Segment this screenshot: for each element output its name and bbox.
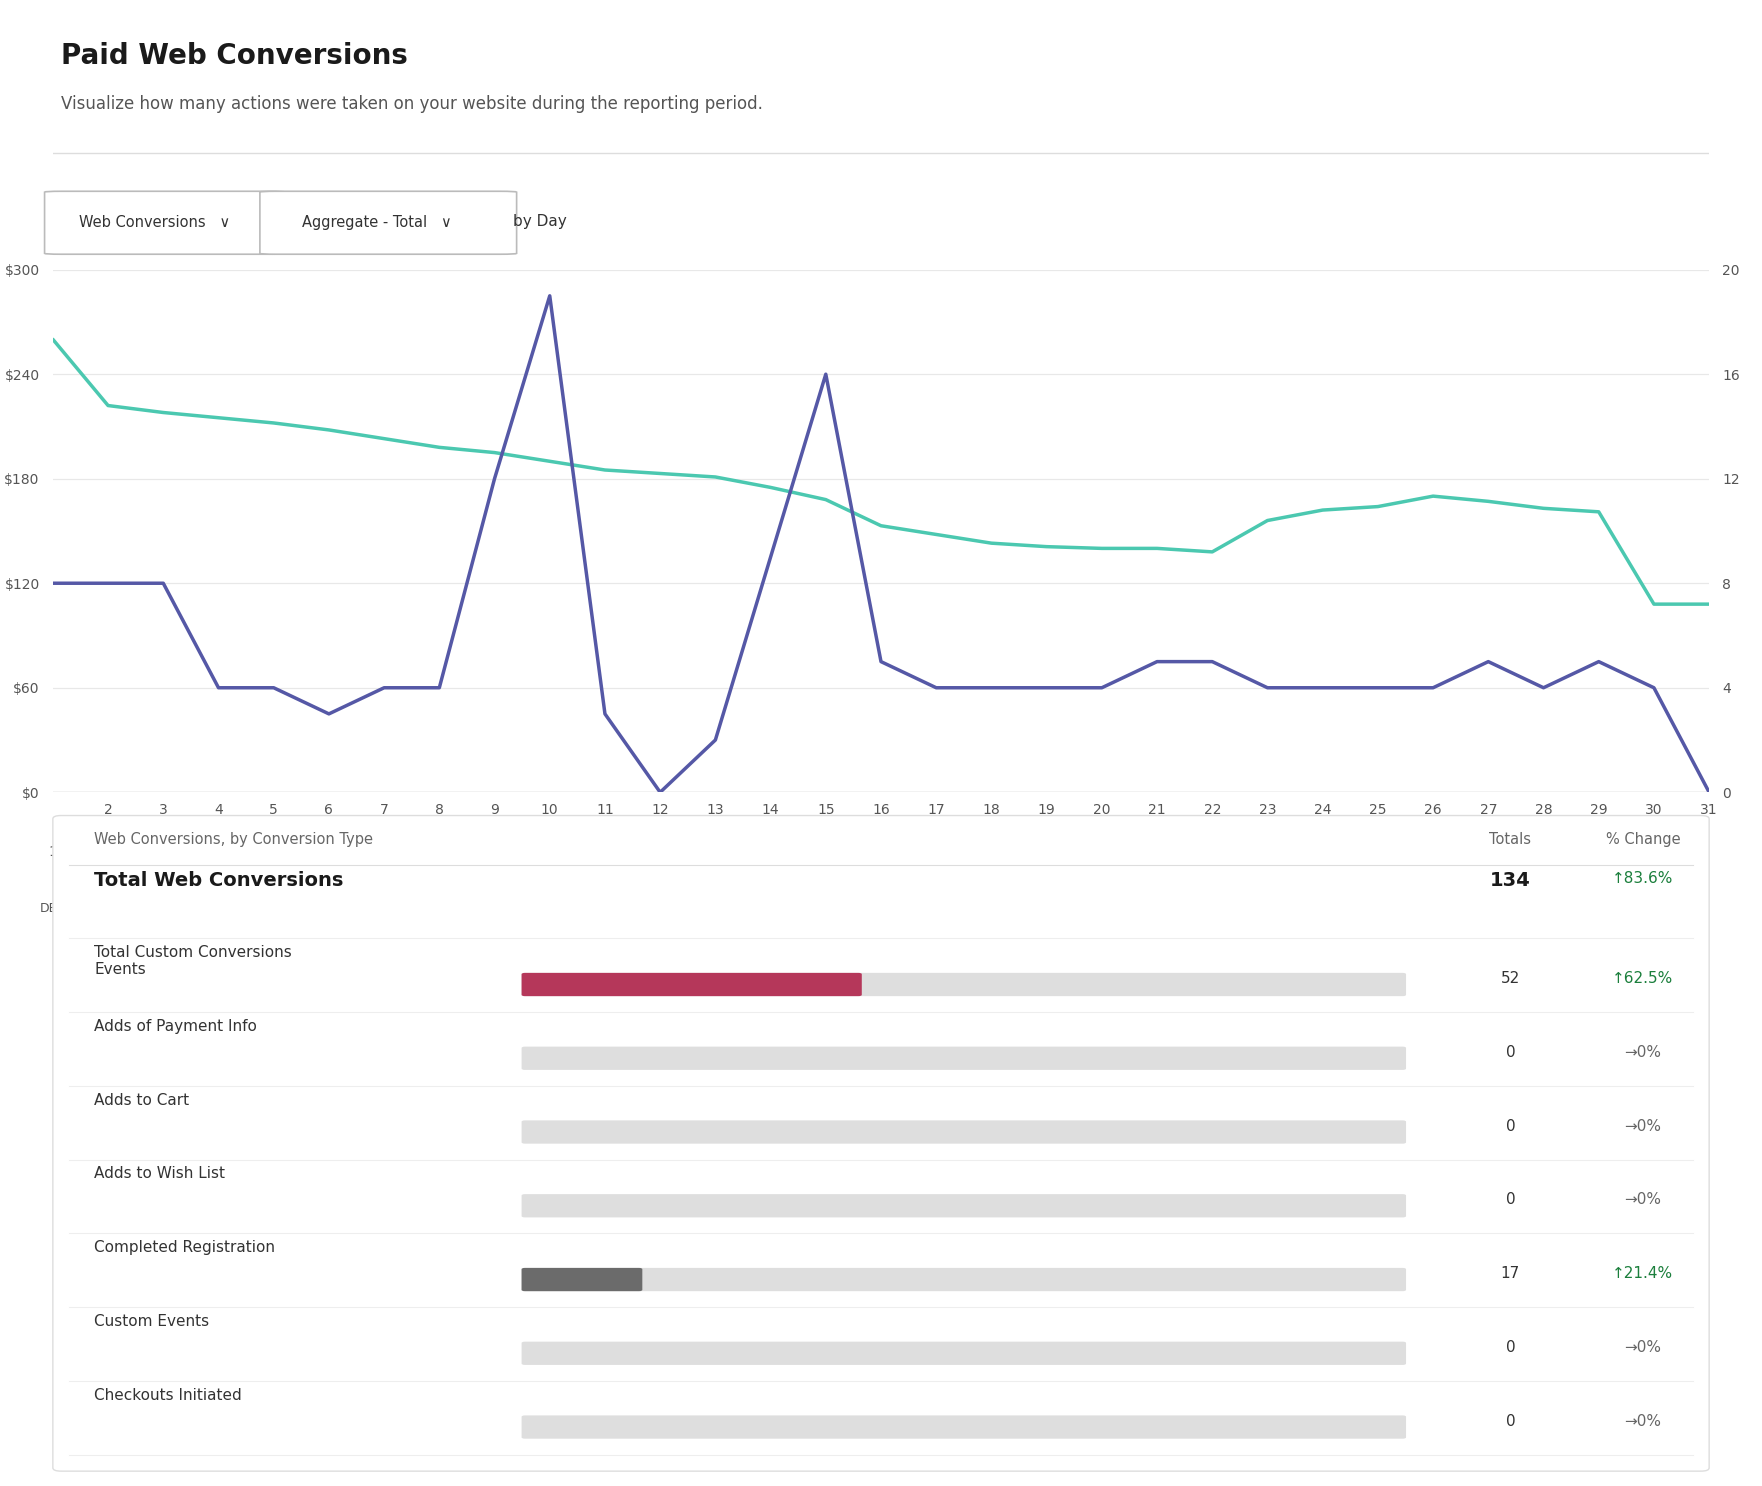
Text: Adds of Payment Info: Adds of Payment Info bbox=[95, 1019, 257, 1034]
Text: Adds to Cart: Adds to Cart bbox=[95, 1092, 189, 1107]
Text: 0: 0 bbox=[1505, 1340, 1515, 1355]
Text: 0: 0 bbox=[1505, 1119, 1515, 1134]
FancyBboxPatch shape bbox=[522, 1120, 1406, 1144]
FancyBboxPatch shape bbox=[261, 192, 516, 254]
Text: Adds to Wish List: Adds to Wish List bbox=[95, 1167, 226, 1181]
Text: Aggregate - Total   ∨: Aggregate - Total ∨ bbox=[303, 215, 451, 230]
Text: →0%: →0% bbox=[1625, 1413, 1662, 1428]
FancyBboxPatch shape bbox=[522, 973, 862, 996]
Text: →0%: →0% bbox=[1625, 1192, 1662, 1208]
Text: ↑21.4%: ↑21.4% bbox=[1612, 1266, 1674, 1281]
Text: Web Conversions, by Conversion Type: Web Conversions, by Conversion Type bbox=[95, 832, 374, 847]
FancyBboxPatch shape bbox=[522, 1415, 1406, 1438]
Legend: Spend, Total: Spend, Total bbox=[775, 868, 987, 899]
Text: Custom Events: Custom Events bbox=[95, 1314, 210, 1328]
FancyBboxPatch shape bbox=[522, 1195, 1406, 1217]
FancyBboxPatch shape bbox=[53, 816, 1709, 1471]
Text: Paid Web Conversions: Paid Web Conversions bbox=[62, 42, 409, 70]
FancyBboxPatch shape bbox=[522, 1046, 1406, 1070]
Text: 0: 0 bbox=[1505, 1045, 1515, 1060]
Text: ↑62.5%: ↑62.5% bbox=[1612, 972, 1674, 987]
Text: ↑83.6%: ↑83.6% bbox=[1612, 871, 1674, 886]
Text: 0: 0 bbox=[1505, 1413, 1515, 1428]
Text: Totals: Totals bbox=[1489, 832, 1531, 847]
Text: % Change: % Change bbox=[1605, 832, 1681, 847]
Text: 17: 17 bbox=[1501, 1266, 1521, 1281]
Text: Total Custom Conversions
Events: Total Custom Conversions Events bbox=[95, 945, 292, 978]
Text: 0: 0 bbox=[1505, 1192, 1515, 1208]
Text: Visualize how many actions were taken on your website during the reporting perio: Visualize how many actions were taken on… bbox=[62, 95, 763, 113]
FancyBboxPatch shape bbox=[522, 1268, 643, 1291]
Text: Total Web Conversions: Total Web Conversions bbox=[95, 871, 344, 890]
FancyBboxPatch shape bbox=[44, 192, 285, 254]
Text: →0%: →0% bbox=[1625, 1045, 1662, 1060]
Text: Checkouts Initiated: Checkouts Initiated bbox=[95, 1388, 241, 1403]
Text: 134: 134 bbox=[1491, 871, 1531, 890]
Text: →0%: →0% bbox=[1625, 1340, 1662, 1355]
Text: Completed Registration: Completed Registration bbox=[95, 1239, 275, 1256]
Text: by Day: by Day bbox=[513, 214, 567, 229]
Text: DEC: DEC bbox=[41, 902, 65, 915]
Text: 52: 52 bbox=[1501, 972, 1521, 987]
FancyBboxPatch shape bbox=[522, 973, 1406, 996]
Text: →0%: →0% bbox=[1625, 1119, 1662, 1134]
FancyBboxPatch shape bbox=[522, 1268, 1406, 1291]
FancyBboxPatch shape bbox=[522, 1342, 1406, 1366]
Text: Web Conversions   ∨: Web Conversions ∨ bbox=[79, 215, 229, 230]
Text: 1: 1 bbox=[48, 844, 58, 859]
